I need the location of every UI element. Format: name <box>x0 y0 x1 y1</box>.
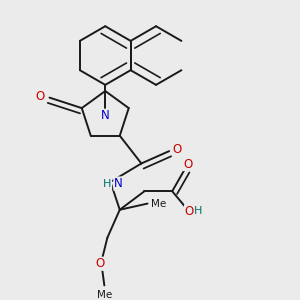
Text: O: O <box>95 257 104 270</box>
Text: O: O <box>36 90 45 103</box>
Text: Me: Me <box>151 199 166 208</box>
Text: N: N <box>101 109 110 122</box>
Text: H: H <box>194 206 202 216</box>
Text: Me: Me <box>97 290 112 300</box>
Text: H: H <box>103 178 112 188</box>
Text: O: O <box>172 143 182 156</box>
Text: O: O <box>184 205 194 218</box>
Text: N: N <box>114 177 123 190</box>
Text: O: O <box>183 158 192 171</box>
